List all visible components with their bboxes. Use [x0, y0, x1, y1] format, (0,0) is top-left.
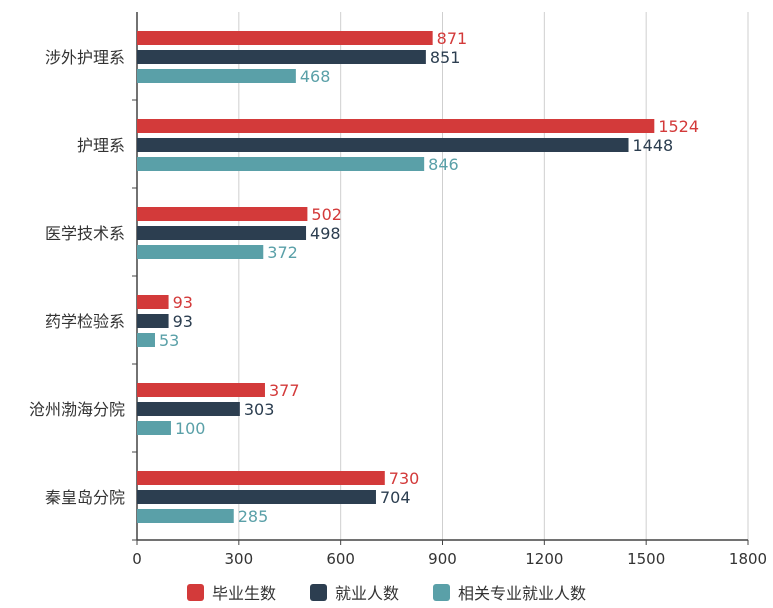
bar — [137, 314, 169, 328]
bar — [137, 50, 426, 64]
legend-swatch-related — [433, 583, 450, 601]
data-label: 871 — [437, 29, 468, 48]
data-label: 93 — [173, 293, 193, 312]
x-tick-label: 1800 — [729, 550, 767, 568]
legend-label-graduates: 毕业生数 — [211, 584, 276, 603]
legend-item-employed: 就业人数 — [309, 580, 399, 604]
legend-label-employed: 就业人数 — [334, 584, 399, 603]
category-label: 涉外护理系 — [45, 48, 125, 67]
data-label: 498 — [310, 224, 341, 243]
bar — [137, 383, 265, 397]
data-label: 100 — [175, 419, 206, 438]
bar — [137, 119, 655, 133]
bar — [137, 245, 264, 259]
data-label: 372 — [267, 243, 298, 262]
bar — [137, 207, 308, 221]
x-tick-label: 1200 — [525, 550, 563, 568]
x-tick-label: 300 — [225, 550, 254, 568]
data-label: 502 — [311, 205, 342, 224]
x-tick-label: 900 — [428, 550, 457, 568]
category-label: 秦皇岛分院 — [45, 488, 125, 507]
legend-swatch-graduates — [186, 583, 204, 601]
bar — [137, 226, 307, 240]
bar — [137, 421, 171, 435]
data-label: 704 — [380, 488, 411, 507]
x-tick-label: 1500 — [627, 550, 665, 568]
data-label: 1524 — [658, 117, 699, 136]
category-label: 沧州渤海分院 — [29, 400, 125, 419]
bar — [137, 157, 425, 171]
bar — [137, 471, 385, 485]
data-label: 303 — [244, 400, 275, 419]
data-label: 846 — [428, 155, 459, 174]
legend-item-related: 相关专业就业人数 — [433, 580, 586, 604]
bar — [137, 490, 376, 504]
data-label: 468 — [300, 67, 331, 86]
category-label: 医学技术系 — [45, 224, 125, 243]
bar — [137, 138, 629, 152]
data-label: 1448 — [633, 136, 674, 155]
bar — [137, 402, 240, 416]
data-label: 377 — [269, 381, 300, 400]
bar — [137, 333, 155, 347]
category-label: 护理系 — [77, 136, 125, 155]
legend-swatch-employed — [309, 583, 327, 601]
legend-item-graduates: 毕业生数 — [186, 580, 276, 604]
data-label: 93 — [173, 312, 193, 331]
bar — [137, 295, 169, 309]
bar — [137, 69, 296, 83]
x-tick-label: 0 — [132, 550, 142, 568]
category-label: 药学检验系 — [45, 312, 125, 331]
data-label: 285 — [238, 507, 269, 526]
data-label: 53 — [159, 331, 179, 350]
data-label: 851 — [430, 48, 461, 67]
legend-label-related: 相关专业就业人数 — [458, 584, 587, 603]
data-label: 730 — [389, 469, 420, 488]
bar — [137, 509, 234, 523]
x-tick-label: 600 — [326, 550, 355, 568]
bar — [137, 31, 433, 45]
legend: 毕业生数 就业人数 相关专业就业人数 — [0, 580, 773, 604]
